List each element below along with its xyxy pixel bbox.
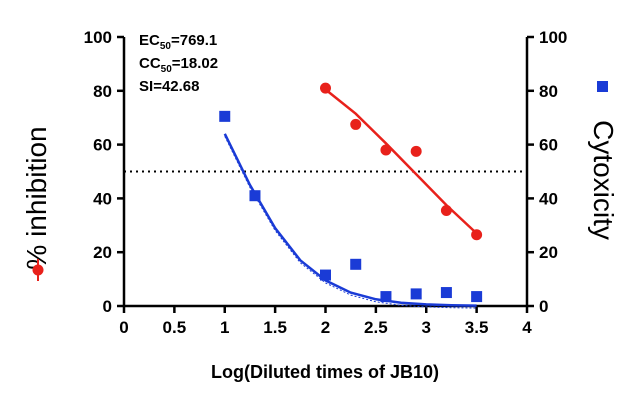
left-legend-marker [32,259,44,281]
right-axis-title: Cytoxicity [588,120,619,240]
data-point-circle [471,229,483,241]
right-y-tick-label: 20 [539,243,558,262]
right-y-tick-label: 100 [539,28,567,47]
x-tick-label: 0 [119,318,128,337]
fit-curve-series-1 [223,133,477,307]
left-y-tick-label: 80 [93,82,112,101]
x-axis-title: Log(Diluted times of JB10) [211,362,439,382]
data-point-square [219,110,231,122]
data-point-circle [380,144,392,156]
data-point-circle [350,118,362,130]
left-y-tick-label: 100 [84,28,112,47]
data-point-square [471,291,483,303]
left-y-tick-label: 0 [103,297,112,316]
left-y-tick-label: 40 [93,189,112,208]
data-markers [219,82,483,303]
data-point-square [320,269,331,281]
data-point-square [380,291,392,303]
x-tick-label: 3 [422,318,431,337]
legend-circle-marker [32,264,44,276]
left-axis-title-group: % inhibition [21,126,52,281]
data-point-square [350,258,362,270]
left-y-tick-label: 20 [93,243,112,262]
data-point-square [410,288,422,300]
left-axis-title: % inhibition [21,126,52,269]
x-tick-label: 0.5 [163,318,187,337]
x-tick-label: 4 [522,318,532,337]
data-point-square [440,287,452,299]
cc50-annotation: CC50=18.02 [139,55,218,75]
right-y-tick-label: 0 [539,297,548,316]
x-tick-label: 1.5 [263,318,287,337]
si-annotation: SI=42.68 [139,78,199,95]
data-point-circle [410,145,422,157]
right-y-tick-label: 80 [539,82,558,101]
fit-curve-series-0 [324,88,478,235]
data-point-circle [320,82,331,94]
ec50-annotation: EC50=769.1 [139,32,217,52]
right-y-tick-label: 60 [539,136,558,155]
right-y-tick-label: 40 [539,189,558,208]
x-tick-label: 1 [220,318,229,337]
left-y-tick-label: 60 [93,136,112,155]
x-tick-label: 2 [321,318,330,337]
data-point-square [249,190,261,202]
data-point-circle [440,205,452,217]
legend-square-marker [597,81,608,92]
right-axis-title-group: Cytoxicity [588,81,619,240]
x-tick-label: 2.5 [364,318,388,337]
fit-curve-band-series-1 [224,136,477,309]
x-tick-label: 3.5 [465,318,489,337]
annotation-block: EC50=769.1 CC50=18.02 SI=42.68 [139,32,218,95]
